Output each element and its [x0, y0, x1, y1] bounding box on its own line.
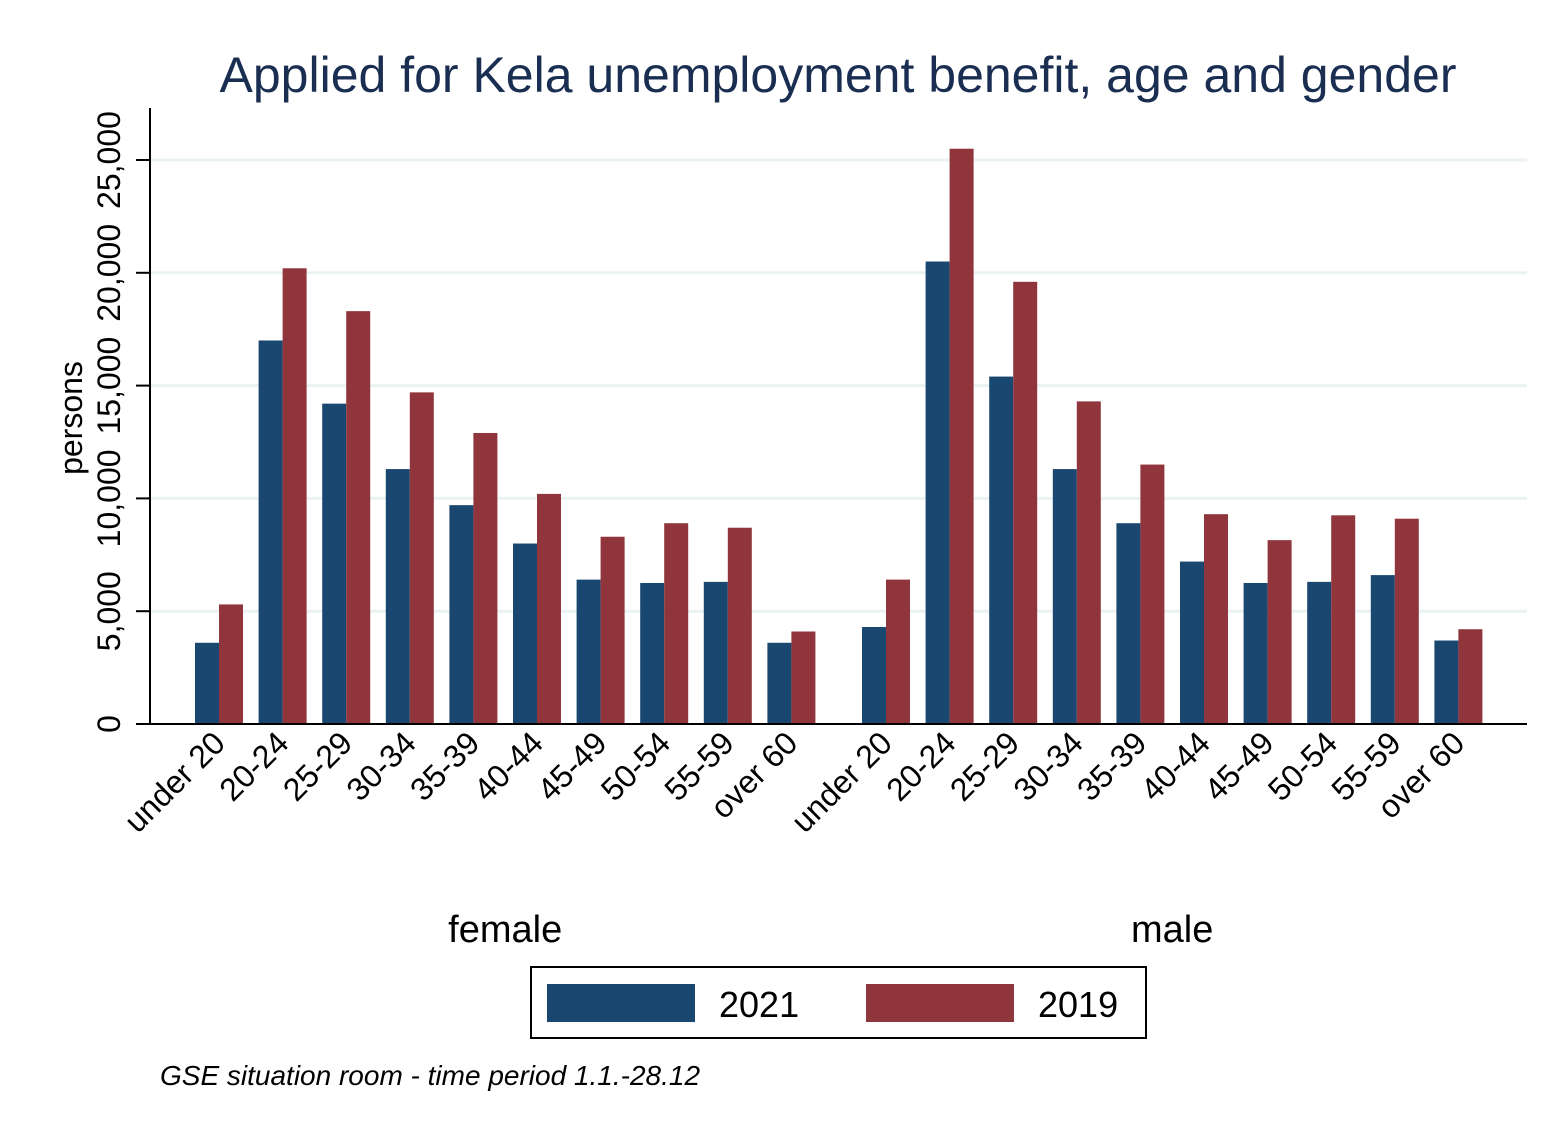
bar-male-25-29-2021: [989, 376, 1014, 724]
bar-male-35-39-2021: [1116, 523, 1141, 724]
bar-female-35-39-2019: [473, 432, 498, 724]
x-tick-label: 35-39: [1070, 724, 1153, 807]
bar-male-25-29-2019: [1013, 281, 1038, 724]
y-axis-label: persons: [53, 361, 89, 475]
bar-male-40-44-2021: [1180, 561, 1204, 724]
bar-female-over-60-2019: [791, 631, 816, 724]
bar-female-30-34-2021: [385, 469, 410, 724]
bar-female-50-54-2019: [664, 523, 689, 724]
legend-label-2021: 2021: [719, 984, 799, 1025]
bar-female-55-59-2019: [727, 527, 752, 724]
bar-male-45-49-2019: [1267, 540, 1292, 724]
bar-female-45-49-2019: [600, 536, 625, 724]
x-tick-label: 40-44: [467, 724, 550, 807]
x-tick-label: 30-34: [1006, 724, 1089, 807]
y-tick-label: 5,000: [91, 571, 127, 651]
group-label-male: male: [1131, 909, 1213, 951]
x-tick-label: 50-54: [594, 724, 677, 807]
bar-male-40-44-2019: [1204, 514, 1228, 724]
legend-label-2019: 2019: [1038, 984, 1118, 1025]
bar-male-55-59-2021: [1370, 575, 1395, 724]
bar-female-25-29-2019: [346, 311, 371, 724]
bar-female-under-20-2019: [219, 604, 243, 724]
bar-female-35-39-2021: [449, 505, 474, 724]
bar-female-20-24-2021: [258, 340, 283, 724]
x-tick-label: 25-29: [276, 724, 359, 807]
y-tick-label: 15,000: [91, 337, 127, 435]
bar-male-under-20-2021: [862, 626, 886, 724]
bar-female-50-54-2021: [640, 583, 665, 724]
bar-male-30-34-2021: [1052, 469, 1077, 724]
legend-swatch-2021: [547, 984, 695, 1022]
bar-male-20-24-2019: [949, 148, 974, 725]
bar-female-20-24-2019: [282, 268, 307, 724]
bar-male-over-60-2021: [1434, 640, 1459, 724]
x-tick-label: 20-24: [212, 724, 295, 807]
bar-female-over-60-2021: [767, 642, 792, 724]
bar-male-35-39-2019: [1140, 464, 1165, 724]
bar-male-50-54-2021: [1307, 581, 1332, 724]
legend-swatch-2019: [866, 984, 1014, 1022]
bar-female-55-59-2021: [703, 581, 728, 724]
x-tick-label: 25-29: [943, 724, 1026, 807]
x-tick-label: 40-44: [1134, 724, 1217, 807]
y-tick-label: 25,000: [91, 111, 127, 209]
bar-male-50-54-2019: [1331, 515, 1356, 724]
bar-female-25-29-2021: [322, 403, 347, 724]
chart-title: Applied for Kela unemployment benefit, a…: [220, 47, 1457, 103]
bar-male-45-49-2021: [1243, 583, 1268, 724]
bar-female-40-44-2021: [513, 543, 537, 724]
legend-box: [530, 966, 1147, 1039]
bar-female-40-44-2019: [537, 493, 561, 724]
bar-male-55-59-2019: [1394, 518, 1419, 724]
bar-female-under-20-2021: [195, 642, 219, 724]
x-tick-label: 45-49: [1197, 724, 1280, 807]
bar-male-20-24-2021: [925, 261, 950, 724]
bar-male-over-60-2019: [1458, 629, 1483, 724]
x-tick-label: 50-54: [1261, 724, 1344, 807]
bar-female-45-49-2021: [576, 579, 601, 724]
x-tick-label: 35-39: [403, 724, 486, 807]
bar-female-30-34-2019: [409, 392, 434, 724]
chart-note: GSE situation room - time period 1.1.-28…: [160, 1060, 700, 1091]
x-tick-label: 45-49: [530, 724, 613, 807]
y-tick-label: 0: [91, 715, 127, 733]
bar-male-under-20-2019: [886, 579, 910, 724]
y-tick-label: 20,000: [91, 224, 127, 322]
x-tick-label: 30-34: [339, 724, 422, 807]
x-tick-label: 20-24: [879, 724, 962, 807]
group-label-female: female: [448, 909, 562, 951]
y-tick-label: 10,000: [91, 449, 127, 547]
bar-male-30-34-2019: [1076, 401, 1101, 724]
